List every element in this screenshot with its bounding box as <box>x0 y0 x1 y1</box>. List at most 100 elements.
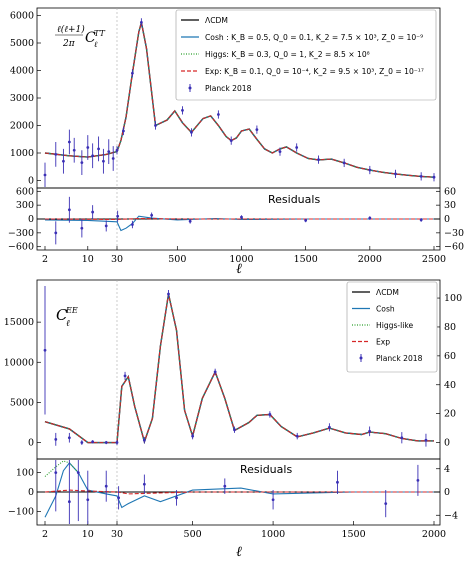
ttres-point-12 <box>419 218 423 222</box>
tt-ytick-label-3: 3000 <box>10 93 34 104</box>
ee-point-17 <box>400 436 404 440</box>
ee-point-6 <box>115 441 119 444</box>
tt-legend: ΛCDM Cosh : K_B = 0.5, Q_0 = 0.1, K_2 = 7… <box>175 9 437 101</box>
eeres-ytick-label-1: 0 <box>28 487 34 498</box>
tt-point-7 <box>91 154 95 158</box>
svg-text:C: C <box>85 30 96 46</box>
ee-point-15 <box>328 425 331 429</box>
ee-legend: ΛCDM Cosh Higgs-like Exp Planck 2018 <box>346 281 438 373</box>
ee-point-13 <box>268 413 272 416</box>
ee-ytick-r-label-0: 0 <box>444 438 450 449</box>
ee-xtick-label-1: 10 <box>82 529 94 540</box>
ee-point-7 <box>123 374 127 378</box>
svg-text:TT: TT <box>94 29 105 38</box>
tt-point-1 <box>54 152 58 156</box>
ee-point-8 <box>142 438 146 442</box>
ee-point-0 <box>43 348 47 352</box>
ttres-ytick-label-2: 0 <box>28 214 34 225</box>
ee-ytick-r-label-1: 20 <box>444 409 456 420</box>
ee-point-12 <box>233 428 236 432</box>
ttres-ytick-r-label-0: 60 <box>444 186 456 197</box>
ee-point-18 <box>424 438 428 442</box>
ttres-point-5 <box>116 214 120 218</box>
tt-xtick-label-0: 2 <box>42 254 48 265</box>
tt-point-26 <box>368 168 372 172</box>
tt-point-24 <box>317 158 320 162</box>
tt-xtick-label-3: 500 <box>168 254 186 265</box>
tt-xtick-label-2: 30 <box>111 254 123 265</box>
tt-point-13 <box>122 129 125 133</box>
eeres-ytick-label-0: 100 <box>16 468 34 479</box>
ee-ytick-r-label-4: 80 <box>444 322 456 333</box>
svg-text:EE: EE <box>65 306 78 315</box>
ee-ylabel: C ℓ EE <box>56 306 78 329</box>
tt-point-23 <box>295 146 299 149</box>
tt-point-10 <box>107 150 111 154</box>
ee-xtick-label-0: 2 <box>42 529 48 540</box>
ee-point-2 <box>67 436 71 440</box>
eeres-ytick-r-label-0: 4 <box>444 464 450 475</box>
tt-legend-label-0: ΛCDM <box>205 16 228 25</box>
svg-text:ℓ: ℓ <box>66 319 70 329</box>
tt-point-15 <box>139 20 143 24</box>
tt-point-29 <box>432 175 436 179</box>
tt-point-0 <box>43 173 47 177</box>
eeres-point-2 <box>76 471 80 475</box>
tt-legend-label-4: Planck 2018 <box>205 84 252 93</box>
ee-point-1 <box>54 437 58 441</box>
ee-xlabel: ℓ <box>236 544 242 560</box>
tt-ytick-label-6: 6000 <box>10 11 34 22</box>
ttres-point-1 <box>67 208 71 212</box>
ttres-ytick-label-3: −300 <box>8 228 34 239</box>
eeres-point-12 <box>416 478 420 482</box>
tt-ytick-label-1: 1000 <box>10 148 34 159</box>
ttres-point-0 <box>54 231 58 235</box>
eeres-point-9 <box>271 498 275 502</box>
ee-legend-label-3: Exp <box>376 338 390 347</box>
ee-ytick-r-label-3: 60 <box>444 351 456 362</box>
tt-point-12 <box>115 148 119 152</box>
tt-ytick-label-4: 4000 <box>10 66 34 77</box>
ttres-point-10 <box>304 218 308 222</box>
eeres-ytick-label-2: −100 <box>8 506 34 517</box>
eeres-point-5 <box>117 496 121 500</box>
tt-point-3 <box>67 140 71 144</box>
tt-point-28 <box>419 174 423 178</box>
ee-point-16 <box>368 429 372 433</box>
tt-point-25 <box>342 161 346 165</box>
ee-point-5 <box>104 441 108 444</box>
tt-point-6 <box>86 146 90 149</box>
eeres-point-10 <box>336 480 339 484</box>
tt-legend-label-1: Cosh : K_B = 0.5, Q_0 = 0.1, K_2 = 7.5 ×… <box>205 33 423 42</box>
ttres-point-9 <box>240 215 243 219</box>
tt-legend-label-3: Exp: K_B = 0.1, Q_0 = 10⁻⁴, K_2 = 9.5 × … <box>205 67 424 76</box>
ee-ytick-label-3: 15000 <box>4 317 34 328</box>
ee-xtick-label-2: 30 <box>111 529 123 540</box>
ttres-point-3 <box>91 210 95 214</box>
ttres-ytick-label-0: 600 <box>16 186 34 197</box>
ee-point-10 <box>191 434 195 438</box>
ee-point-9 <box>167 292 170 296</box>
eeres-ytick-r-label-1: 0 <box>444 487 450 498</box>
tt-point-9 <box>102 159 105 163</box>
tt-point-21 <box>255 128 259 132</box>
ee-ytick-r-label-5: 100 <box>444 293 462 304</box>
tt-legend-dot-4 <box>188 86 192 90</box>
svg-text:ℓ(ℓ+1): ℓ(ℓ+1) <box>57 24 85 35</box>
tt-xtick-label-1: 10 <box>82 254 94 265</box>
tt-point-5 <box>80 161 84 165</box>
ee-residuals-label: Residuals <box>240 463 292 476</box>
ee-legend-label-2: Higgs-like <box>376 321 414 330</box>
tt-ytick-label-2: 2000 <box>10 121 34 132</box>
tt-xlabel: ℓ <box>236 261 242 277</box>
ttres-point-4 <box>104 224 108 228</box>
tt-xtick-label-5: 1500 <box>294 254 318 265</box>
eeres-point-3 <box>86 498 90 502</box>
ee-xtick-label-4: 1000 <box>261 529 285 540</box>
tt-higgs-line <box>44 22 435 178</box>
tt-point-17 <box>181 108 184 112</box>
tt-residuals-label: Residuals <box>268 193 320 206</box>
ee-point-4 <box>91 440 95 444</box>
tt-ytick-label-5: 5000 <box>10 38 34 49</box>
